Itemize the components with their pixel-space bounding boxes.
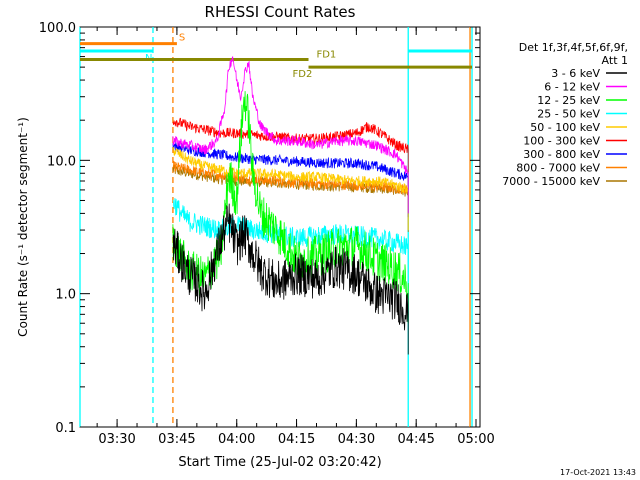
series-line	[172, 160, 409, 231]
series-line	[172, 56, 409, 214]
x-tick-label: 04:15	[278, 432, 315, 447]
legend-label: 12 - 25 keV	[537, 94, 600, 107]
y-tick-label: 0.1	[55, 421, 76, 436]
series-lines	[172, 56, 409, 355]
y-axis-label: Count Rate (s⁻¹ detector segment⁻¹)	[16, 117, 30, 337]
y-tick-label: 10.0	[47, 154, 76, 169]
series-line	[172, 141, 409, 218]
x-tick-label: 03:45	[158, 432, 195, 447]
flag-label: FD2	[293, 69, 313, 80]
x-axis-label: Start Time (25-Jul-02 03:20:42)	[178, 455, 381, 470]
legend-label: 100 - 300 keV	[523, 135, 600, 148]
legend-label: 7000 - 15000 keV	[502, 175, 600, 188]
chart-title: RHESSI Count Rates	[205, 3, 356, 21]
y-tick-label: 1.0	[55, 288, 76, 303]
x-tick-label: 04:30	[338, 432, 375, 447]
x-tick-label: 04:00	[218, 432, 255, 447]
legend-label: 3 - 6 keV	[551, 67, 600, 80]
legend-label: 300 - 800 keV	[523, 148, 600, 161]
legend-label: 6 - 12 keV	[544, 81, 600, 94]
x-tick-label: 05:00	[457, 432, 494, 447]
flag-label: S	[179, 33, 185, 44]
x-tick-label: 03:30	[98, 432, 135, 447]
legend-label: 25 - 50 keV	[537, 108, 600, 121]
x-tick-label: 04:45	[397, 432, 434, 447]
flag-bars: SNFD1FD2	[80, 33, 473, 80]
legend-label: 50 - 100 keV	[530, 121, 600, 134]
flag-label: FD1	[316, 50, 336, 61]
series-line	[172, 203, 409, 355]
y-tick-label: 100.0	[39, 21, 76, 36]
legend: Det 1f,3f,4f,5f,6f,9f, Att 1 3 - 6 keV6 …	[502, 41, 628, 188]
render-timestamp: 17-Oct-2021 13:43	[560, 468, 636, 477]
legend-header-line-2: Att 1	[602, 54, 628, 67]
series-line	[172, 146, 409, 231]
axes: 03:30 03:45 04:00 04:15 04:30 04:45 05:00 0.1 1.…	[39, 21, 495, 447]
plot-area: SNFD1FD2	[79, 26, 481, 428]
legend-label: 800 - 7000 keV	[516, 162, 600, 175]
legend-header-line-1: Det 1f,3f,4f,5f,6f,9f,	[519, 41, 628, 54]
